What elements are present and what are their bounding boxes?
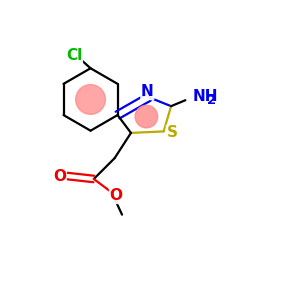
Text: O: O [53, 169, 66, 184]
Text: N: N [141, 84, 154, 99]
Circle shape [135, 105, 158, 128]
Text: Cl: Cl [66, 48, 82, 63]
Text: 2: 2 [207, 94, 217, 107]
Text: NH: NH [193, 89, 218, 104]
Circle shape [76, 85, 105, 114]
Text: O: O [110, 188, 123, 203]
Text: S: S [167, 125, 178, 140]
